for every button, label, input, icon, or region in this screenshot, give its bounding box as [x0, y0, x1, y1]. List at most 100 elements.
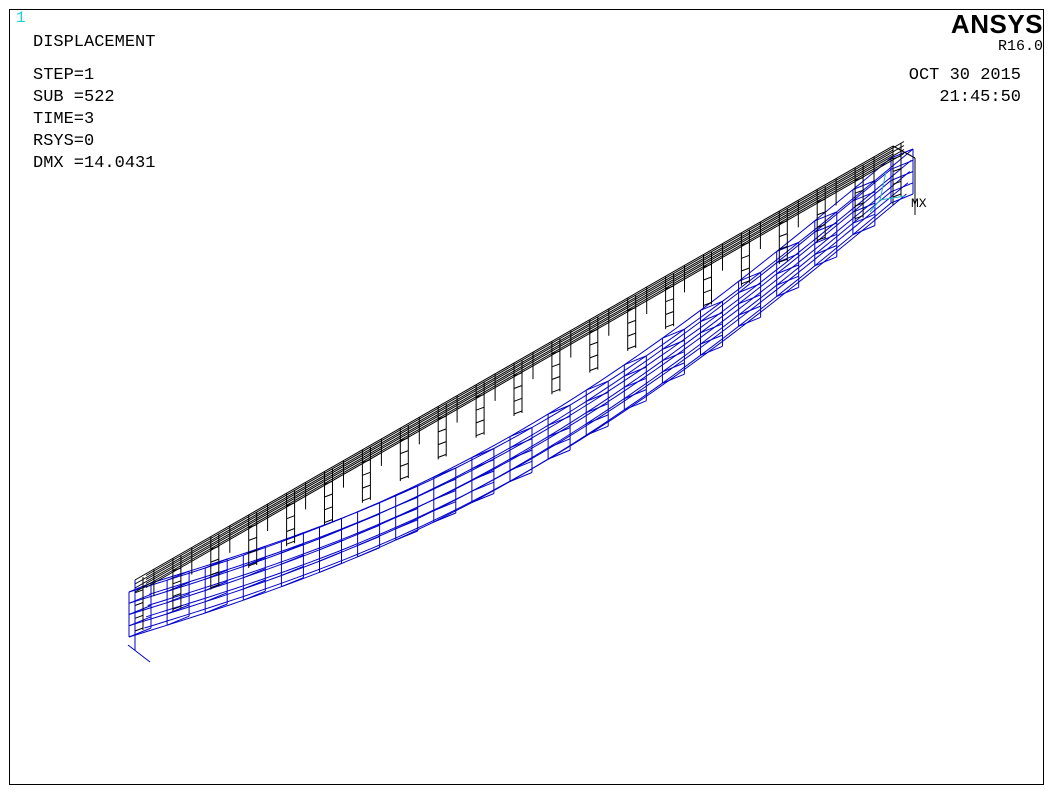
deformed-stiffener [852, 225, 876, 236]
undeformed-stiffener [134, 627, 144, 632]
deformed-chord [580, 400, 595, 409]
deformed-chord [690, 355, 704, 366]
undeformed-stiffener [779, 233, 788, 238]
deformed-chord [831, 234, 845, 246]
undeformed-stiffener [172, 605, 182, 610]
deformed-chord [560, 420, 574, 430]
deformed-chord [249, 568, 263, 574]
deformed-chord [458, 502, 473, 510]
deformed-stiffener [281, 566, 304, 576]
undeformed-stiffener [438, 428, 447, 433]
deformed-stiffener [205, 603, 228, 614]
deformed-chord [789, 241, 803, 253]
deformed-chord [776, 263, 790, 275]
undeformed-stiffener [513, 385, 523, 389]
deformed-chord [169, 615, 183, 621]
deformed-chord [172, 593, 186, 599]
deformed-chord [450, 494, 464, 503]
deformed-stiffener [395, 508, 418, 518]
deformed-chord [439, 490, 453, 498]
undeformed-stiffener [286, 540, 295, 545]
deformed-chord [738, 293, 752, 305]
undeformed-stiffener [665, 311, 674, 315]
deformed-chord [842, 235, 856, 247]
deformed-chord [874, 169, 888, 181]
deformed-chord [662, 328, 676, 339]
deformed-stiffener [471, 459, 495, 470]
deformed-chord [877, 180, 892, 192]
deformed-chord [385, 536, 399, 543]
undeformed-stiffener [172, 567, 182, 572]
deformed-chord [839, 189, 854, 201]
undeformed-stiffener [513, 397, 523, 402]
deformed-chord [195, 607, 209, 613]
deformed-chord [230, 554, 244, 561]
deformed-chord [293, 576, 307, 583]
undeformed-stiffener [362, 484, 371, 489]
undeformed-stiffener [400, 475, 409, 480]
deformed-chord [700, 311, 714, 322]
deformed-chord [615, 397, 629, 408]
undeformed-stiffener [400, 450, 409, 455]
deformed-chord [691, 344, 706, 355]
deformed-chord [268, 575, 282, 581]
deformed-chord [490, 463, 504, 472]
deformed-chord [649, 371, 663, 382]
time-label: TIME=3 [33, 110, 95, 129]
deformed-chord [801, 220, 816, 232]
deformed-chord [827, 233, 841, 245]
undeformed-stiffener [741, 242, 750, 246]
deformed-chord [277, 536, 291, 543]
deformed-chord [734, 281, 749, 293]
deformed-chord [733, 293, 747, 304]
deformed-chord [718, 313, 733, 325]
deformed-chord [668, 351, 682, 362]
deformed-chord [700, 334, 714, 345]
deformed-chord [347, 552, 361, 559]
deformed-chord [763, 273, 778, 285]
deformed-chord [379, 496, 393, 504]
deformed-chord [806, 255, 820, 267]
deformed-chord [653, 371, 668, 382]
deformed-stiffener [509, 460, 533, 471]
deformed-chord [750, 283, 765, 295]
deformed-chord [293, 543, 307, 549]
deformed-chord [801, 254, 816, 266]
deformed-chord [750, 261, 765, 272]
deformed-chord [709, 300, 723, 312]
deformed-chord [497, 458, 511, 467]
deformed-chord [327, 529, 341, 535]
deformed-chord [624, 400, 638, 411]
deformed-chord [414, 502, 428, 509]
deformed-chord [725, 314, 739, 326]
deformed-chord [795, 254, 809, 266]
undeformed-stiffener [210, 545, 219, 550]
deformed-chord [776, 274, 790, 286]
undeformed-stiffener [513, 410, 523, 415]
deformed-stiffener [586, 380, 609, 391]
undeformed-stiffener [589, 367, 598, 372]
deformed-chord [522, 443, 536, 453]
deformed-stiffener [547, 415, 571, 426]
deformed-chord [293, 554, 307, 560]
undeformed-stiffener [248, 524, 257, 529]
deformed-chord [399, 519, 414, 526]
deformed-chord [702, 345, 717, 357]
deformed-chord [687, 321, 701, 332]
undeformed-stiffener [703, 302, 712, 306]
deformed-chord [542, 423, 557, 432]
deformed-chord [750, 272, 765, 284]
deformed-stiffener [586, 403, 609, 414]
deformed-chord [412, 513, 426, 521]
deformed-chord [217, 604, 231, 610]
deformed-chord [789, 264, 803, 276]
undeformed-stiffener [817, 224, 826, 229]
deformed-chord [526, 453, 541, 462]
deformed-stiffener [357, 524, 380, 535]
deformed-chord [415, 490, 430, 498]
deformed-chord [398, 530, 412, 538]
deformed-chord [684, 319, 698, 330]
deformed-chord [712, 290, 727, 302]
deformed-chord [420, 487, 435, 495]
deformed-chord [154, 602, 168, 608]
